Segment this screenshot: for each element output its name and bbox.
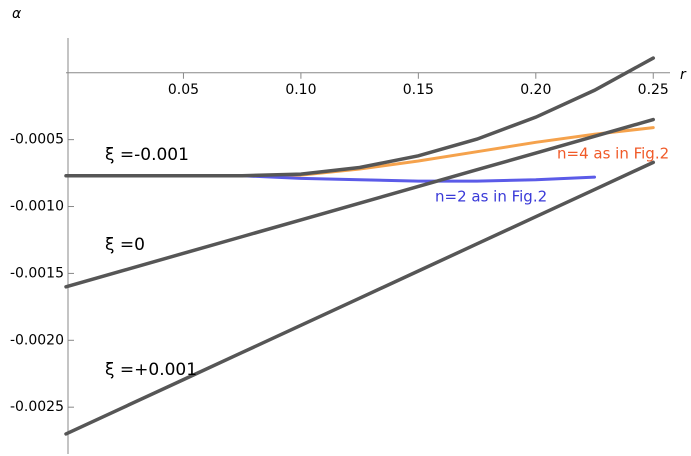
x-tick-label: 0.25 [638,82,669,98]
y-tick-label: -0.0010 [10,199,64,215]
series-label: n=4 as in Fig.2 [557,145,669,163]
x-tick-label: 0.10 [285,82,316,98]
x-tick-label: 0.05 [168,82,199,98]
series-line [64,160,656,436]
series-label: ξ =+0.001 [105,360,197,380]
x-axis-label: r [680,67,687,83]
y-tick-label: -0.0015 [10,265,64,281]
series-label: ξ =-0.001 [105,145,189,165]
y-tick-label: -0.0005 [10,132,64,148]
y-tick-label: -0.0020 [10,332,64,348]
series-line [64,117,656,289]
series-line [240,174,597,183]
y-tick-label: -0.0025 [10,399,64,415]
series-label: n=2 as in Fig.2 [435,188,547,206]
series-line [64,56,656,178]
y-axis-label: α [12,6,22,22]
series-label: ξ =0 [105,235,145,255]
x-tick-label: 0.15 [403,82,434,98]
x-tick-label: 0.20 [520,82,551,98]
